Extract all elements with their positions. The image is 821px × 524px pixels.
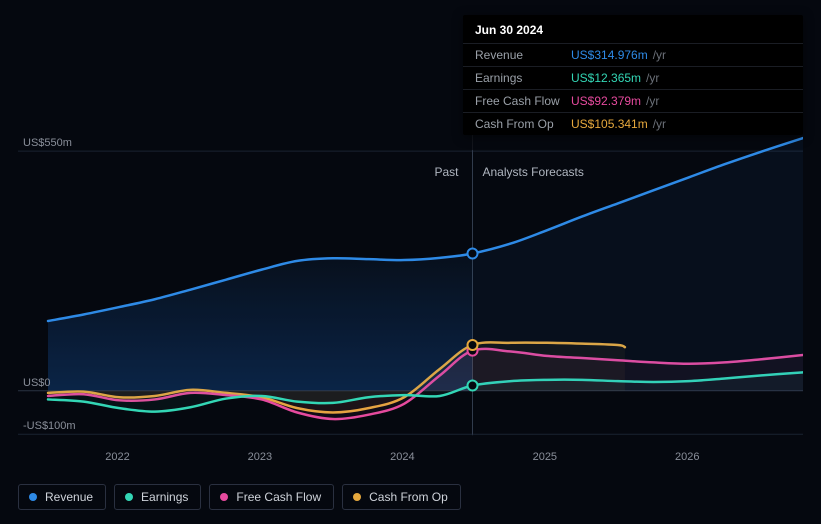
tooltip-unit: /yr [646, 94, 659, 108]
tooltip-unit: /yr [653, 117, 666, 131]
legend-label: Earnings [141, 490, 188, 504]
tooltip-unit: /yr [646, 71, 659, 85]
legend-dot-icon [220, 493, 228, 501]
legend-item-fcf[interactable]: Free Cash Flow [209, 484, 334, 510]
legend-label: Free Cash Flow [236, 490, 321, 504]
x-axis-label: 2024 [390, 451, 414, 463]
legend-dot-icon [353, 493, 361, 501]
tooltip-row-earnings: Earnings US$12.365m /yr [463, 66, 803, 89]
legend-item-cfo[interactable]: Cash From Op [342, 484, 461, 510]
y-axis-label: US$550m [23, 137, 72, 149]
tooltip-value: US$12.365m [571, 71, 641, 85]
y-axis-label: US$0 [23, 377, 51, 389]
legend-dot-icon [29, 493, 37, 501]
tooltip-metric: Revenue [475, 48, 571, 62]
tooltip-metric: Earnings [475, 71, 571, 85]
x-axis-label: 2025 [533, 451, 557, 463]
y-axis-label: -US$100m [23, 420, 76, 432]
chart-legend: Revenue Earnings Free Cash Flow Cash Fro… [18, 484, 461, 510]
tooltip-metric: Free Cash Flow [475, 94, 571, 108]
tooltip-row-cfo: Cash From Op US$105.341m /yr [463, 112, 803, 135]
legend-label: Cash From Op [369, 490, 448, 504]
tooltip-date: Jun 30 2024 [463, 15, 803, 43]
tooltip-row-revenue: Revenue US$314.976m /yr [463, 43, 803, 66]
legend-item-earnings[interactable]: Earnings [114, 484, 201, 510]
x-axis-label: 2023 [248, 451, 272, 463]
tooltip-metric: Cash From Op [475, 117, 571, 131]
tooltip-row-fcf: Free Cash Flow US$92.379m /yr [463, 89, 803, 112]
tooltip-unit: /yr [653, 48, 666, 62]
financials-chart: -US$100m US$0 US$550m 2022 2023 2024 202… [18, 0, 803, 480]
tooltip-value: US$92.379m [571, 94, 641, 108]
forecast-section-label: Analysts Forecasts [483, 165, 584, 179]
legend-dot-icon [125, 493, 133, 501]
legend-label: Revenue [45, 490, 93, 504]
chart-tooltip: Jun 30 2024 Revenue US$314.976m /yr Earn… [463, 15, 803, 135]
tooltip-value: US$105.341m [571, 117, 648, 131]
x-axis-label: 2022 [105, 451, 129, 463]
x-axis-label: 2026 [675, 451, 699, 463]
tooltip-value: US$314.976m [571, 48, 648, 62]
legend-item-revenue[interactable]: Revenue [18, 484, 106, 510]
past-section-label: Past [435, 165, 459, 179]
